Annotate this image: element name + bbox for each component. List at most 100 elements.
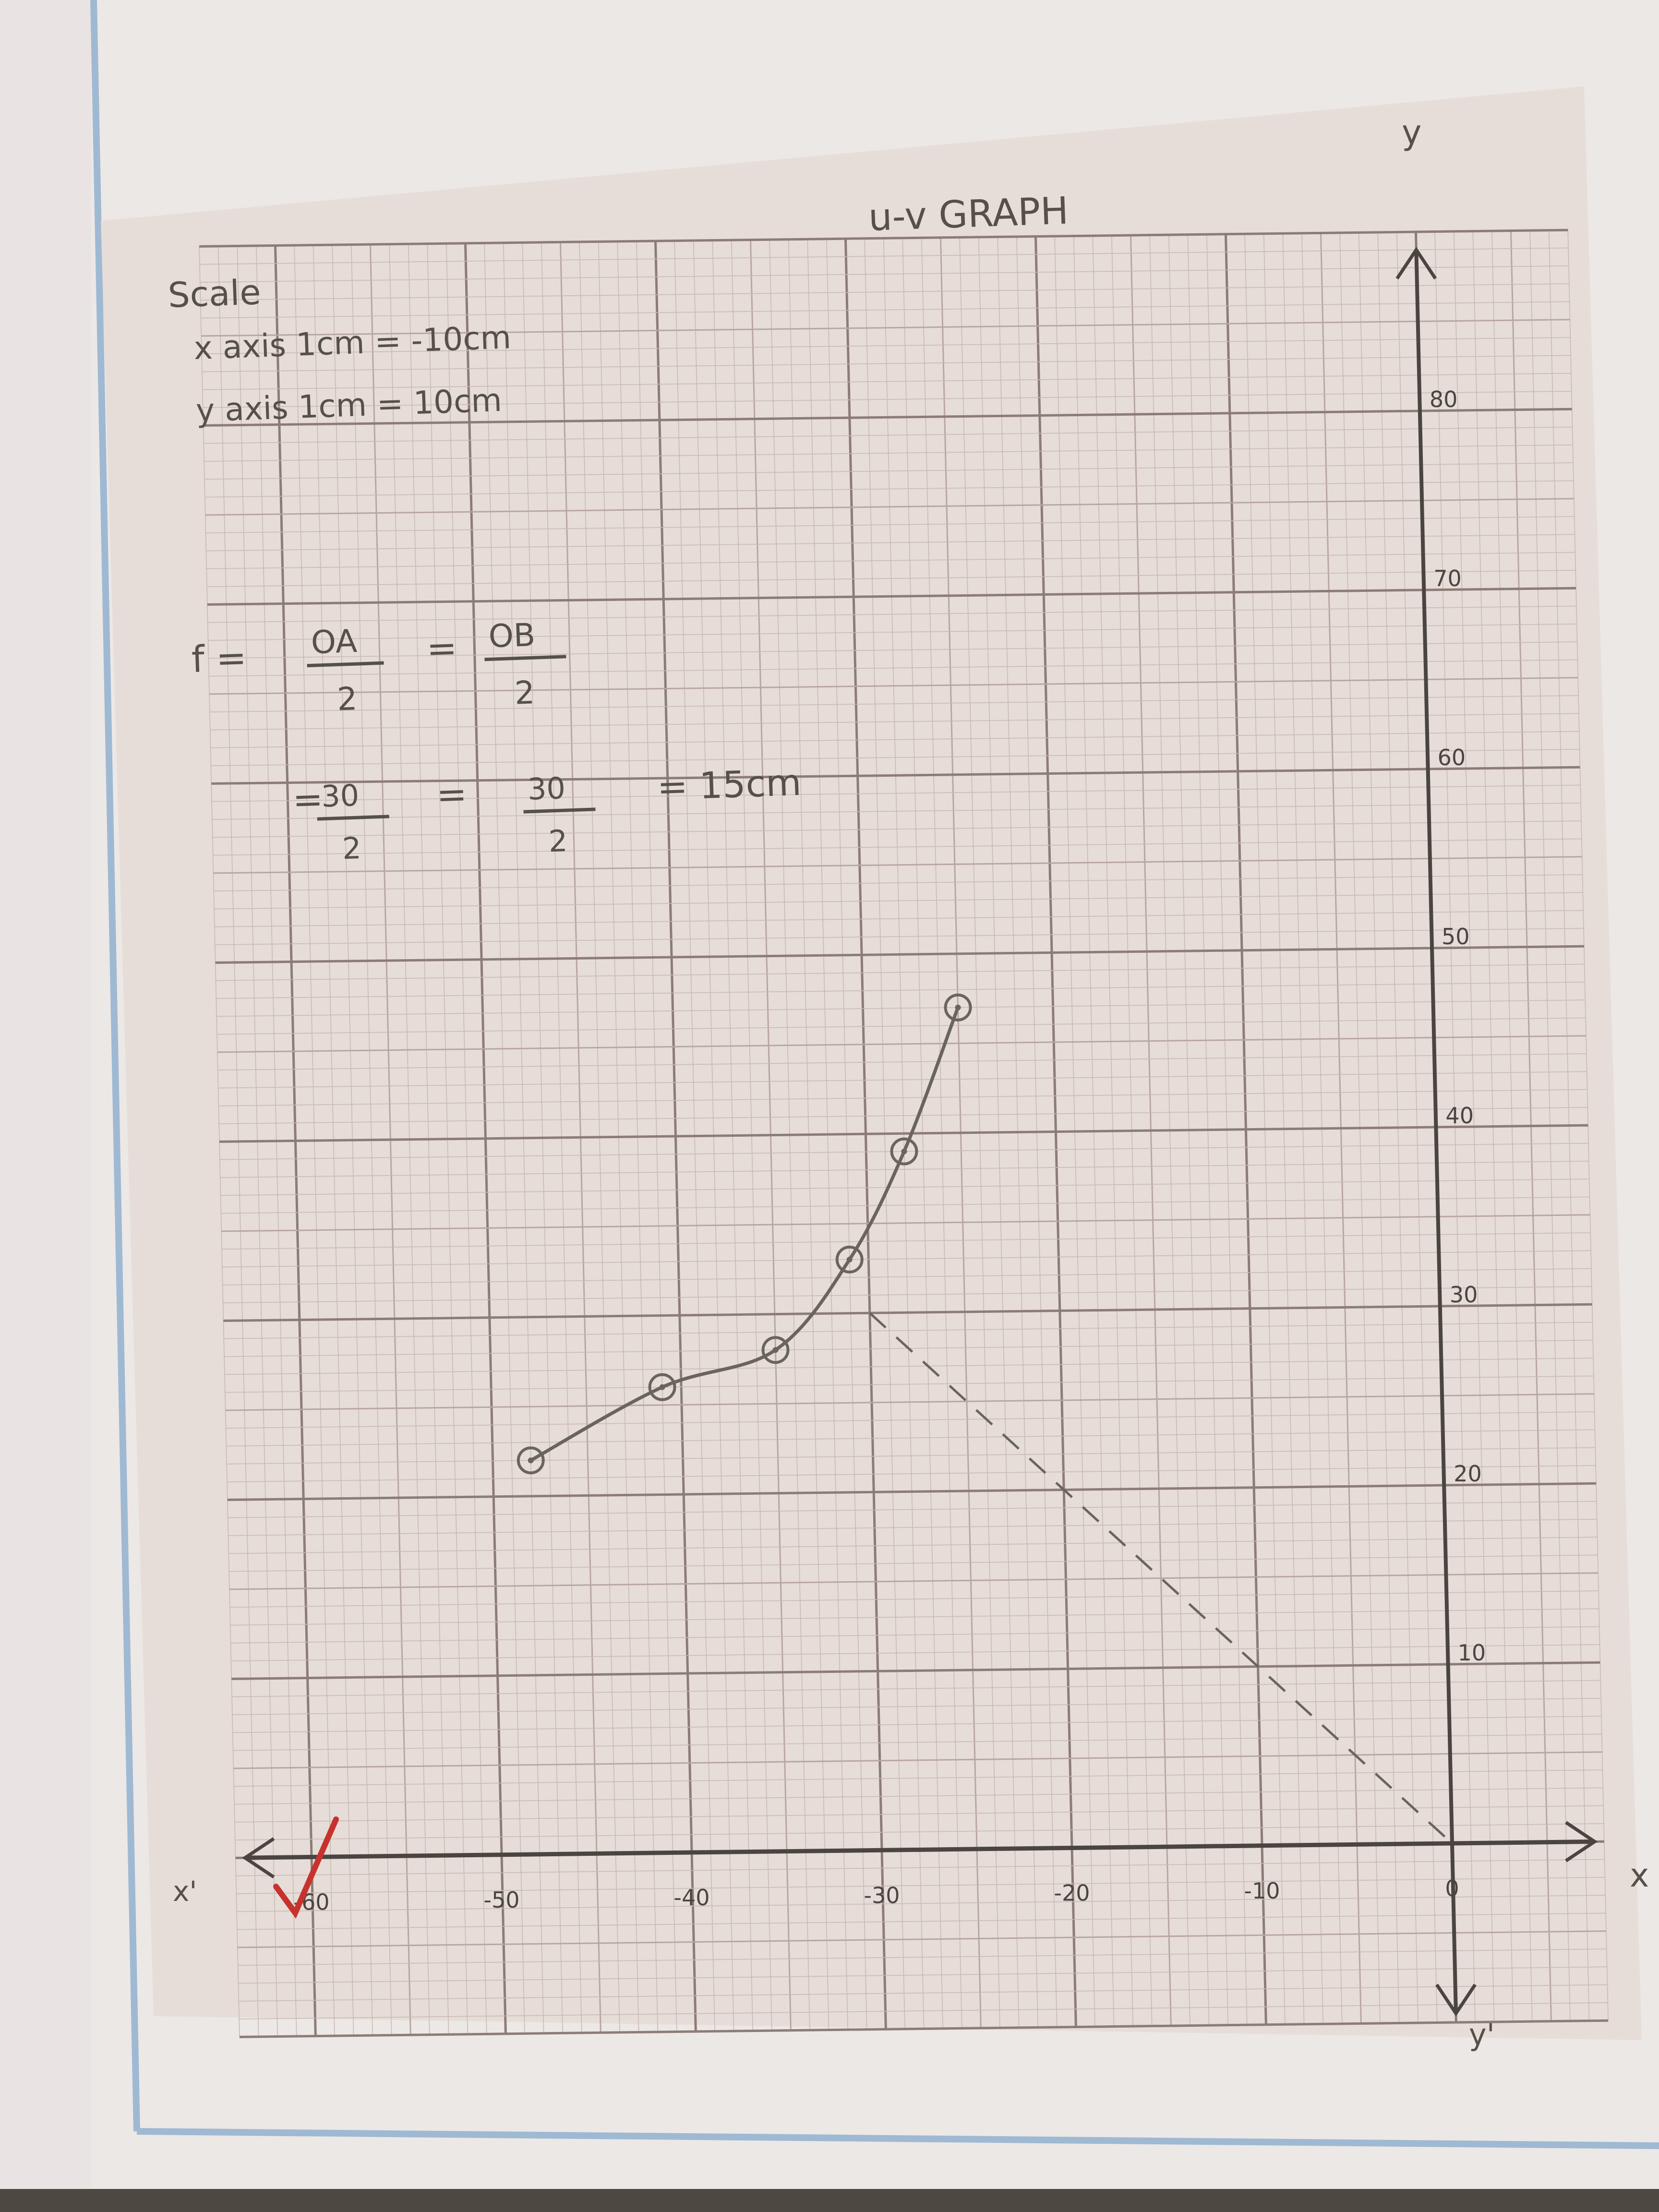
grid-line-h xyxy=(217,1035,1587,1053)
grid-line-h xyxy=(222,1250,1591,1268)
page-border-line xyxy=(90,0,140,2132)
grid-line-h xyxy=(212,802,1581,820)
y-tick-label: 70 xyxy=(1433,565,1462,591)
working-frac4-bar xyxy=(523,807,596,814)
grid-line-h xyxy=(238,1966,1607,1984)
data-point xyxy=(648,1373,676,1401)
grid-line-h xyxy=(204,444,1573,462)
grid-line-h xyxy=(228,1537,1598,1554)
data-point-dot xyxy=(659,1384,665,1390)
working-line2-prefix: = xyxy=(292,778,324,821)
working-frac3-den: 2 xyxy=(342,830,362,866)
data-point-dot xyxy=(772,1347,779,1353)
grid-line-h xyxy=(223,1286,1592,1303)
x-axis-line xyxy=(245,1839,1595,1860)
grid-line-h xyxy=(216,1017,1586,1035)
grid-line-h xyxy=(229,1572,1599,1590)
page-border-bottom xyxy=(136,2128,1659,2149)
data-point xyxy=(517,1446,545,1475)
working-result: = 15cm xyxy=(656,761,802,808)
uv-curve xyxy=(530,1007,960,1462)
working-frac4-num: 30 xyxy=(527,770,566,807)
working-line2-eq: = xyxy=(436,772,468,816)
check-mark-icon xyxy=(273,1816,339,1919)
grid-line-h xyxy=(226,1411,1595,1429)
grid-line-h xyxy=(234,1769,1603,1787)
y-tick-label: 80 xyxy=(1430,386,1458,412)
y-tick-label: 40 xyxy=(1445,1103,1474,1129)
grid-line-h xyxy=(215,928,1584,945)
grid-line-h xyxy=(214,874,1583,892)
grid-line-h xyxy=(208,623,1577,641)
grid-line-h xyxy=(234,1787,1603,1805)
grid-line-h xyxy=(229,1590,1599,1608)
data-point-dot xyxy=(955,1004,961,1010)
grid-line-h xyxy=(230,1626,1599,1644)
grid-line-h xyxy=(223,1303,1592,1322)
grid-line-h xyxy=(204,480,1574,498)
grid-line-h xyxy=(201,301,1570,319)
grid-line-h xyxy=(209,677,1578,695)
grid-line-h xyxy=(202,337,1571,355)
y-tick-label: 50 xyxy=(1442,924,1470,950)
grid-line-h xyxy=(206,534,1575,552)
grid-line-h xyxy=(237,1930,1607,1948)
grid-line-h xyxy=(224,1358,1594,1375)
grid-line-h xyxy=(227,1447,1596,1465)
working-frac3-bar xyxy=(317,815,389,821)
grid-line-h xyxy=(219,1124,1588,1143)
data-point xyxy=(761,1336,790,1364)
grid-line-h xyxy=(226,1429,1595,1447)
grid-line-h xyxy=(239,2002,1608,2020)
grid-line-h xyxy=(208,641,1577,659)
grid-line-h xyxy=(199,247,1569,265)
x-tick-label: -30 xyxy=(864,1882,900,1908)
grid-line-h xyxy=(206,552,1575,569)
working-frac1-den: 2 xyxy=(337,680,358,718)
y-tick-label: 10 xyxy=(1458,1640,1486,1666)
grid-line-h xyxy=(235,1823,1604,1840)
grid-line-h xyxy=(205,516,1575,534)
grid-line-h xyxy=(214,910,1584,927)
x-tick-label: 0 xyxy=(1445,1875,1459,1901)
grid-line-h xyxy=(211,749,1580,766)
grid-line-h xyxy=(211,766,1580,785)
grid-line-h xyxy=(207,605,1576,623)
working-line1-prefix: f = xyxy=(191,636,248,681)
y-neg-axis-label: y' xyxy=(1469,2017,1495,2052)
grid-line-h xyxy=(225,1375,1594,1393)
grid-line-h xyxy=(239,1984,1608,2002)
grid-line-h xyxy=(219,1107,1588,1124)
grid-line-h xyxy=(229,1554,1598,1572)
x-neg-axis-label: x' xyxy=(173,1875,197,1908)
grid-line-h xyxy=(228,1501,1597,1518)
grid-line-h xyxy=(237,1895,1606,1912)
axes xyxy=(242,246,1598,2017)
grid-line-h xyxy=(214,892,1583,910)
y-tick-label: 30 xyxy=(1450,1282,1478,1308)
grid-line-h xyxy=(236,1876,1605,1894)
grid-line-h xyxy=(201,319,1570,337)
grid-line-h xyxy=(204,426,1573,444)
data-point xyxy=(835,1245,864,1274)
grid-line-h xyxy=(220,1160,1589,1178)
data-point-dot xyxy=(901,1148,907,1154)
grid-line-h xyxy=(232,1716,1601,1733)
grid-line-h xyxy=(204,462,1574,480)
grid-line-h xyxy=(237,1912,1606,1930)
grid-line-h xyxy=(213,838,1582,856)
x-axis-label: x xyxy=(1630,1857,1649,1895)
x-tick-label: -20 xyxy=(1054,1880,1090,1906)
working-frac1-num: OA xyxy=(311,623,358,661)
grid-line-h xyxy=(228,1518,1597,1536)
data-point-dot xyxy=(528,1457,534,1464)
grid-line-h xyxy=(238,1948,1607,1966)
data-point xyxy=(890,1137,918,1166)
data-point xyxy=(944,993,972,1022)
y-neg-arrow-icon xyxy=(1435,1984,1477,2017)
grid-line-h xyxy=(203,391,1572,408)
x-tick-label: -50 xyxy=(483,1887,519,1913)
working-frac2-den: 2 xyxy=(514,674,536,711)
